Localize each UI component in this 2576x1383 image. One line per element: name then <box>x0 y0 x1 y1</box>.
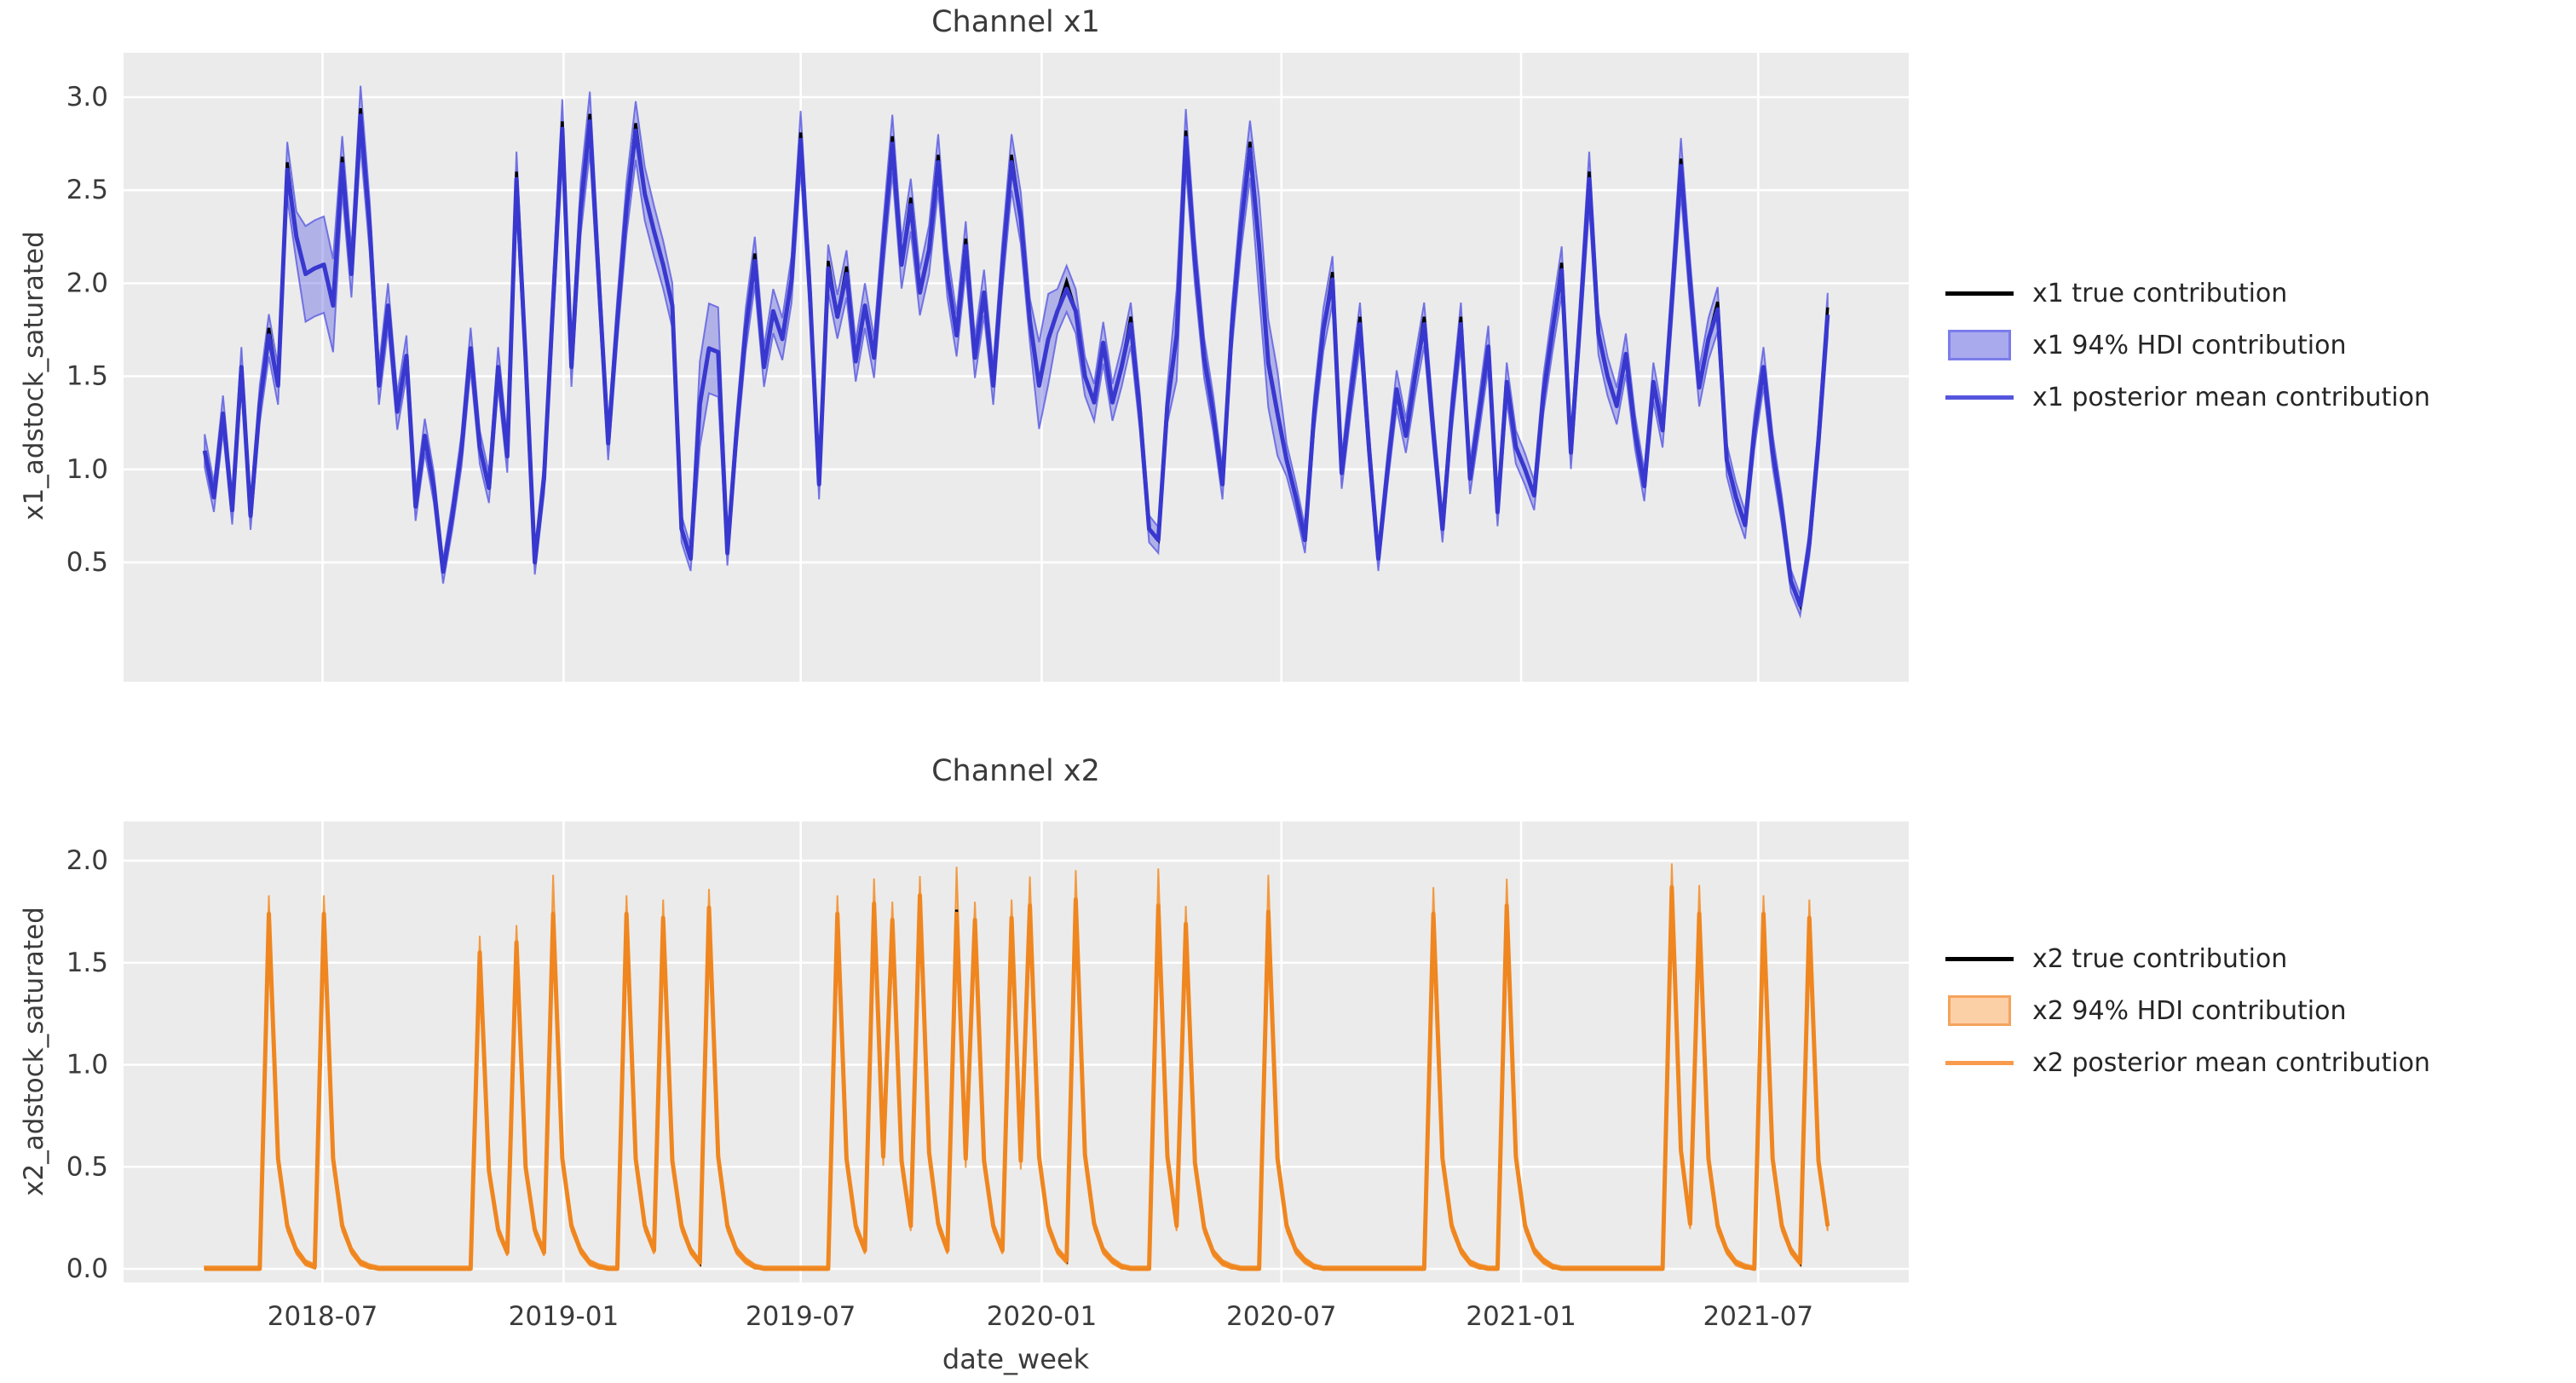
y-tick-label: 2.0 <box>66 268 108 298</box>
legend-swatch <box>1945 291 2014 296</box>
mean-line-swatch <box>1945 395 2014 400</box>
x2-hdi-band <box>204 863 1829 1271</box>
chart2-legend: x2 true contribution x2 94% HDI contribut… <box>1945 940 2430 1081</box>
y-tick-label: 0.5 <box>66 547 108 578</box>
x-tick-label: 2019-07 <box>746 1301 856 1332</box>
x-axis-label: date_week <box>942 1343 1090 1375</box>
chart1-title: Channel x1 <box>931 5 1100 39</box>
x-tick-label: 2018-07 <box>268 1301 378 1332</box>
legend-swatch <box>1945 956 2014 961</box>
x-tick-label: 2021-01 <box>1466 1301 1576 1332</box>
y-tick-label: 3.0 <box>66 82 108 112</box>
chart1-y-axis-label: x1_adstock_saturated <box>19 231 49 521</box>
hdi-patch-swatch <box>1948 330 2011 360</box>
legend-row: x1 94% HDI contribution <box>1945 326 2430 364</box>
true-line-swatch <box>1945 291 2014 296</box>
legend-label: x2 94% HDI contribution <box>2032 995 2347 1026</box>
legend-swatch <box>1945 1060 2014 1065</box>
x-tick-label: 2019-01 <box>509 1301 620 1332</box>
legend-label: x1 posterior mean contribution <box>2032 382 2430 412</box>
legend-row: x1 posterior mean contribution <box>1945 378 2430 416</box>
legend-swatch <box>1945 330 2014 360</box>
y-tick-label: 0.5 <box>66 1151 108 1182</box>
chart2-y-axis-label: x2_adstock_saturated <box>19 907 49 1196</box>
y-tick-label: 2.5 <box>66 175 108 205</box>
hdi-patch-swatch <box>1948 995 2011 1026</box>
legend-swatch <box>1945 395 2014 400</box>
chart2-title: Channel x2 <box>931 754 1100 788</box>
legend-label: x1 true contribution <box>2032 278 2288 308</box>
mean-line-swatch <box>1945 1060 2014 1065</box>
y-tick-label: 1.0 <box>66 1050 108 1080</box>
true-line-swatch <box>1945 956 2014 961</box>
legend-label: x2 true contribution <box>2032 943 2288 974</box>
legend-label: x1 94% HDI contribution <box>2032 330 2347 360</box>
y-tick-label: 0.0 <box>66 1253 108 1284</box>
x1-posterior-mean-line <box>202 113 1830 608</box>
legend-row: x2 94% HDI contribution <box>1945 992 2430 1029</box>
legend-row: x2 posterior mean contribution <box>1945 1044 2430 1081</box>
y-tick-label: 2.0 <box>66 845 108 876</box>
x-tick-label: 2021-07 <box>1703 1301 1814 1332</box>
x-tick-label: 2020-01 <box>987 1301 1098 1332</box>
x2-posterior-mean-line <box>205 885 1830 1271</box>
y-tick-label: 1.0 <box>66 454 108 485</box>
y-tick-label: 1.5 <box>66 948 108 978</box>
legend-row: x1 true contribution <box>1945 274 2430 312</box>
legend-swatch <box>1945 995 2014 1026</box>
chart1-legend: x1 true contribution x1 94% HDI contribut… <box>1945 274 2430 416</box>
x-tick-label: 2020-07 <box>1226 1301 1337 1332</box>
legend-row: x2 true contribution <box>1945 940 2430 977</box>
y-tick-label: 1.5 <box>66 361 108 392</box>
legend-label: x2 posterior mean contribution <box>2032 1047 2430 1078</box>
